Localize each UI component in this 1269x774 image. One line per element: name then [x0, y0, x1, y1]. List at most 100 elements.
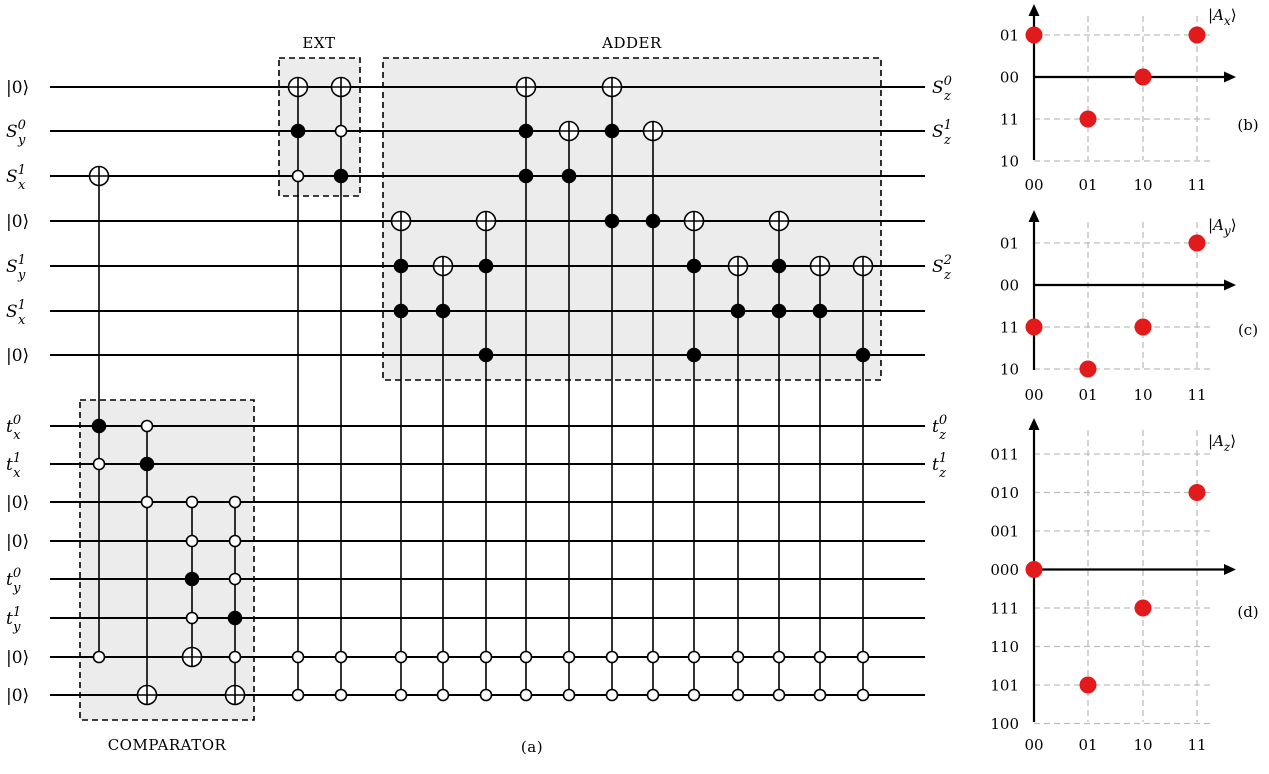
target-xor	[432, 255, 454, 277]
control-dot-open	[394, 650, 408, 664]
input-labels: |0⟩ S0 y S1 x |0⟩ S1 y S1 x |0⟩ t0 x t1 x |0⟩ |0⟩ t0 y t1 y |…	[6, 78, 29, 706]
target-xor	[558, 120, 580, 142]
control-dot-open	[562, 688, 576, 702]
input-label: |0⟩	[6, 346, 29, 366]
x-tick-label: 11	[1187, 736, 1206, 754]
control-dot-open	[772, 650, 786, 664]
target-xor	[852, 255, 874, 277]
control-dot-open	[813, 688, 827, 702]
control-dot-open	[731, 650, 745, 664]
control-dot-open	[856, 650, 870, 664]
toffoli-gate	[515, 76, 537, 702]
input-label: S1 y	[6, 253, 26, 283]
input-label: t1 x	[6, 451, 21, 481]
control-dot-open	[394, 688, 408, 702]
target-xor	[287, 76, 309, 98]
data-point	[1134, 318, 1152, 336]
target-xor	[768, 210, 790, 232]
toffoli-gate	[224, 495, 246, 706]
control-dot-open	[92, 650, 106, 664]
control-dot-filled	[686, 258, 702, 274]
y-tick-label: 100	[990, 715, 1019, 733]
control-dot-filled	[139, 456, 155, 472]
input-label: t0 x	[6, 413, 21, 443]
panel-label: (b)	[1237, 116, 1258, 134]
control-dot-open	[687, 688, 701, 702]
control-dot-open	[519, 688, 533, 702]
y-tick-label: 11	[1000, 319, 1019, 337]
control-dot-open	[228, 534, 242, 548]
toffoli-gate	[852, 255, 874, 702]
y-tick-label: 001	[990, 523, 1019, 541]
control-dot-open	[334, 688, 348, 702]
toffoli-gate	[768, 210, 790, 702]
y-tick-label: 01	[1000, 235, 1019, 253]
control-dot-open	[646, 650, 660, 664]
control-dot-open	[436, 650, 450, 664]
toffoli-gate	[330, 76, 352, 702]
control-dot-filled	[604, 123, 620, 139]
toffoli-gate	[727, 255, 749, 702]
ket-legend: |Ax⟩	[1208, 6, 1237, 28]
toffoli-gate	[558, 120, 580, 702]
toffoli-gate	[181, 495, 203, 668]
toffoli-gate	[136, 419, 158, 706]
control-dot-open	[856, 688, 870, 702]
target-xor	[136, 684, 158, 706]
input-label: |0⟩	[6, 78, 29, 98]
input-label: S1 x	[6, 298, 26, 328]
control-dot-open	[334, 124, 348, 138]
control-dot-open	[140, 419, 154, 433]
x-axis-arrow	[1224, 564, 1236, 575]
control-dot-filled	[771, 303, 787, 319]
y-tick-label: 00	[1000, 69, 1019, 87]
x-tick-label: 10	[1133, 176, 1152, 194]
y-tick-label: 10	[1000, 361, 1019, 379]
y-tick-label: 010	[990, 484, 1019, 502]
output-label: S0 z	[932, 74, 952, 104]
x-tick-label: 10	[1133, 386, 1152, 404]
control-dot-open	[185, 611, 199, 625]
control-dot-open	[185, 534, 199, 548]
data-point	[1079, 676, 1097, 694]
input-label: S1 x	[6, 163, 26, 193]
control-dot-filled	[604, 213, 620, 229]
control-dot-filled	[333, 168, 349, 184]
control-dot-open	[228, 572, 242, 586]
output-labels: S0 z S1 z S2 z t0 z t1 z	[932, 74, 952, 481]
input-label: t0 y	[6, 566, 21, 596]
target-xor	[683, 210, 705, 232]
control-dot-filled	[91, 418, 107, 434]
control-dot-open	[687, 650, 701, 664]
control-dot-open	[813, 650, 827, 664]
y-tick-label: 110	[990, 638, 1019, 656]
data-point	[1188, 484, 1206, 501]
toffoli-gate	[287, 76, 309, 702]
data-point	[1079, 110, 1097, 128]
x-tick-label: 01	[1078, 386, 1097, 404]
y-tick-label: 11	[1000, 111, 1019, 129]
control-dot-open	[605, 688, 619, 702]
control-dot-open	[140, 495, 154, 509]
x-tick-label: 00	[1024, 176, 1043, 194]
input-label: |0⟩	[6, 493, 29, 513]
toffoli-gate	[390, 210, 412, 702]
ket-legend: |Ay⟩	[1208, 216, 1237, 238]
control-dot-open	[479, 688, 493, 702]
y-tick-label: 111	[990, 600, 1019, 618]
panel-label: (c)	[1238, 321, 1258, 339]
toffoli-gate	[642, 120, 664, 702]
target-xor	[390, 210, 412, 232]
data-point	[1025, 561, 1043, 578]
control-dot-filled	[184, 571, 200, 587]
output-label: S1 z	[932, 118, 952, 148]
control-dot-open	[334, 650, 348, 664]
control-dot-open	[92, 457, 106, 471]
data-point	[1134, 599, 1152, 617]
toffoli-gate	[683, 210, 705, 702]
control-dot-filled	[518, 168, 534, 184]
toffoli-gate	[601, 76, 623, 702]
scatter-panel: 01 00 11 10 00 01 10 11 |Ay⟩ (c)	[1000, 210, 1258, 404]
